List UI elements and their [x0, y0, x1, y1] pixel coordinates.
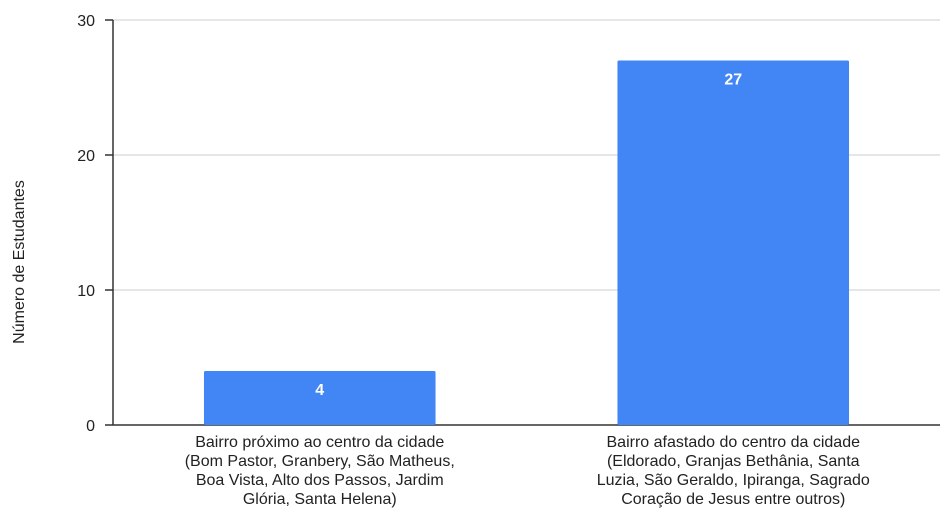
category-label-line: (Bom Pastor, Granbery, São Matheus,: [185, 453, 455, 470]
bars: [203, 60, 850, 425]
y-tick-label: 0: [86, 418, 95, 435]
y-tick-label: 10: [77, 283, 95, 300]
data-labels: 4 27: [315, 72, 742, 400]
category-label-line: Boa Vista, Alto dos Passos, Jardim: [196, 472, 444, 489]
bar-value-label: 4: [315, 382, 324, 399]
y-axis-label: Número de Estudantes: [11, 180, 28, 344]
category-label-line: Coração de Jesus entre outros): [621, 491, 845, 508]
category-label-line: Luzia, São Geraldo, Ipiranga, Sagrado: [597, 472, 870, 489]
y-tick-label: 30: [77, 13, 95, 30]
bar-1: [203, 371, 436, 425]
bar-2: [617, 60, 850, 425]
category-label-line: Glória, Santa Helena): [243, 491, 397, 508]
y-tick-label: 20: [77, 148, 95, 165]
category-label-line: (Eldorado, Granjas Bethânia, Santa: [607, 453, 860, 470]
category-labels: Bairro próximo ao centro da cidade (Bom P…: [185, 434, 870, 508]
bar-value-label: 27: [724, 72, 742, 89]
y-tick-labels: 0 10 20 30: [77, 13, 113, 435]
category-label-line: Bairro afastado do centro da cidade: [607, 434, 861, 451]
category-label-line: Bairro próximo ao centro da cidade: [195, 434, 444, 451]
